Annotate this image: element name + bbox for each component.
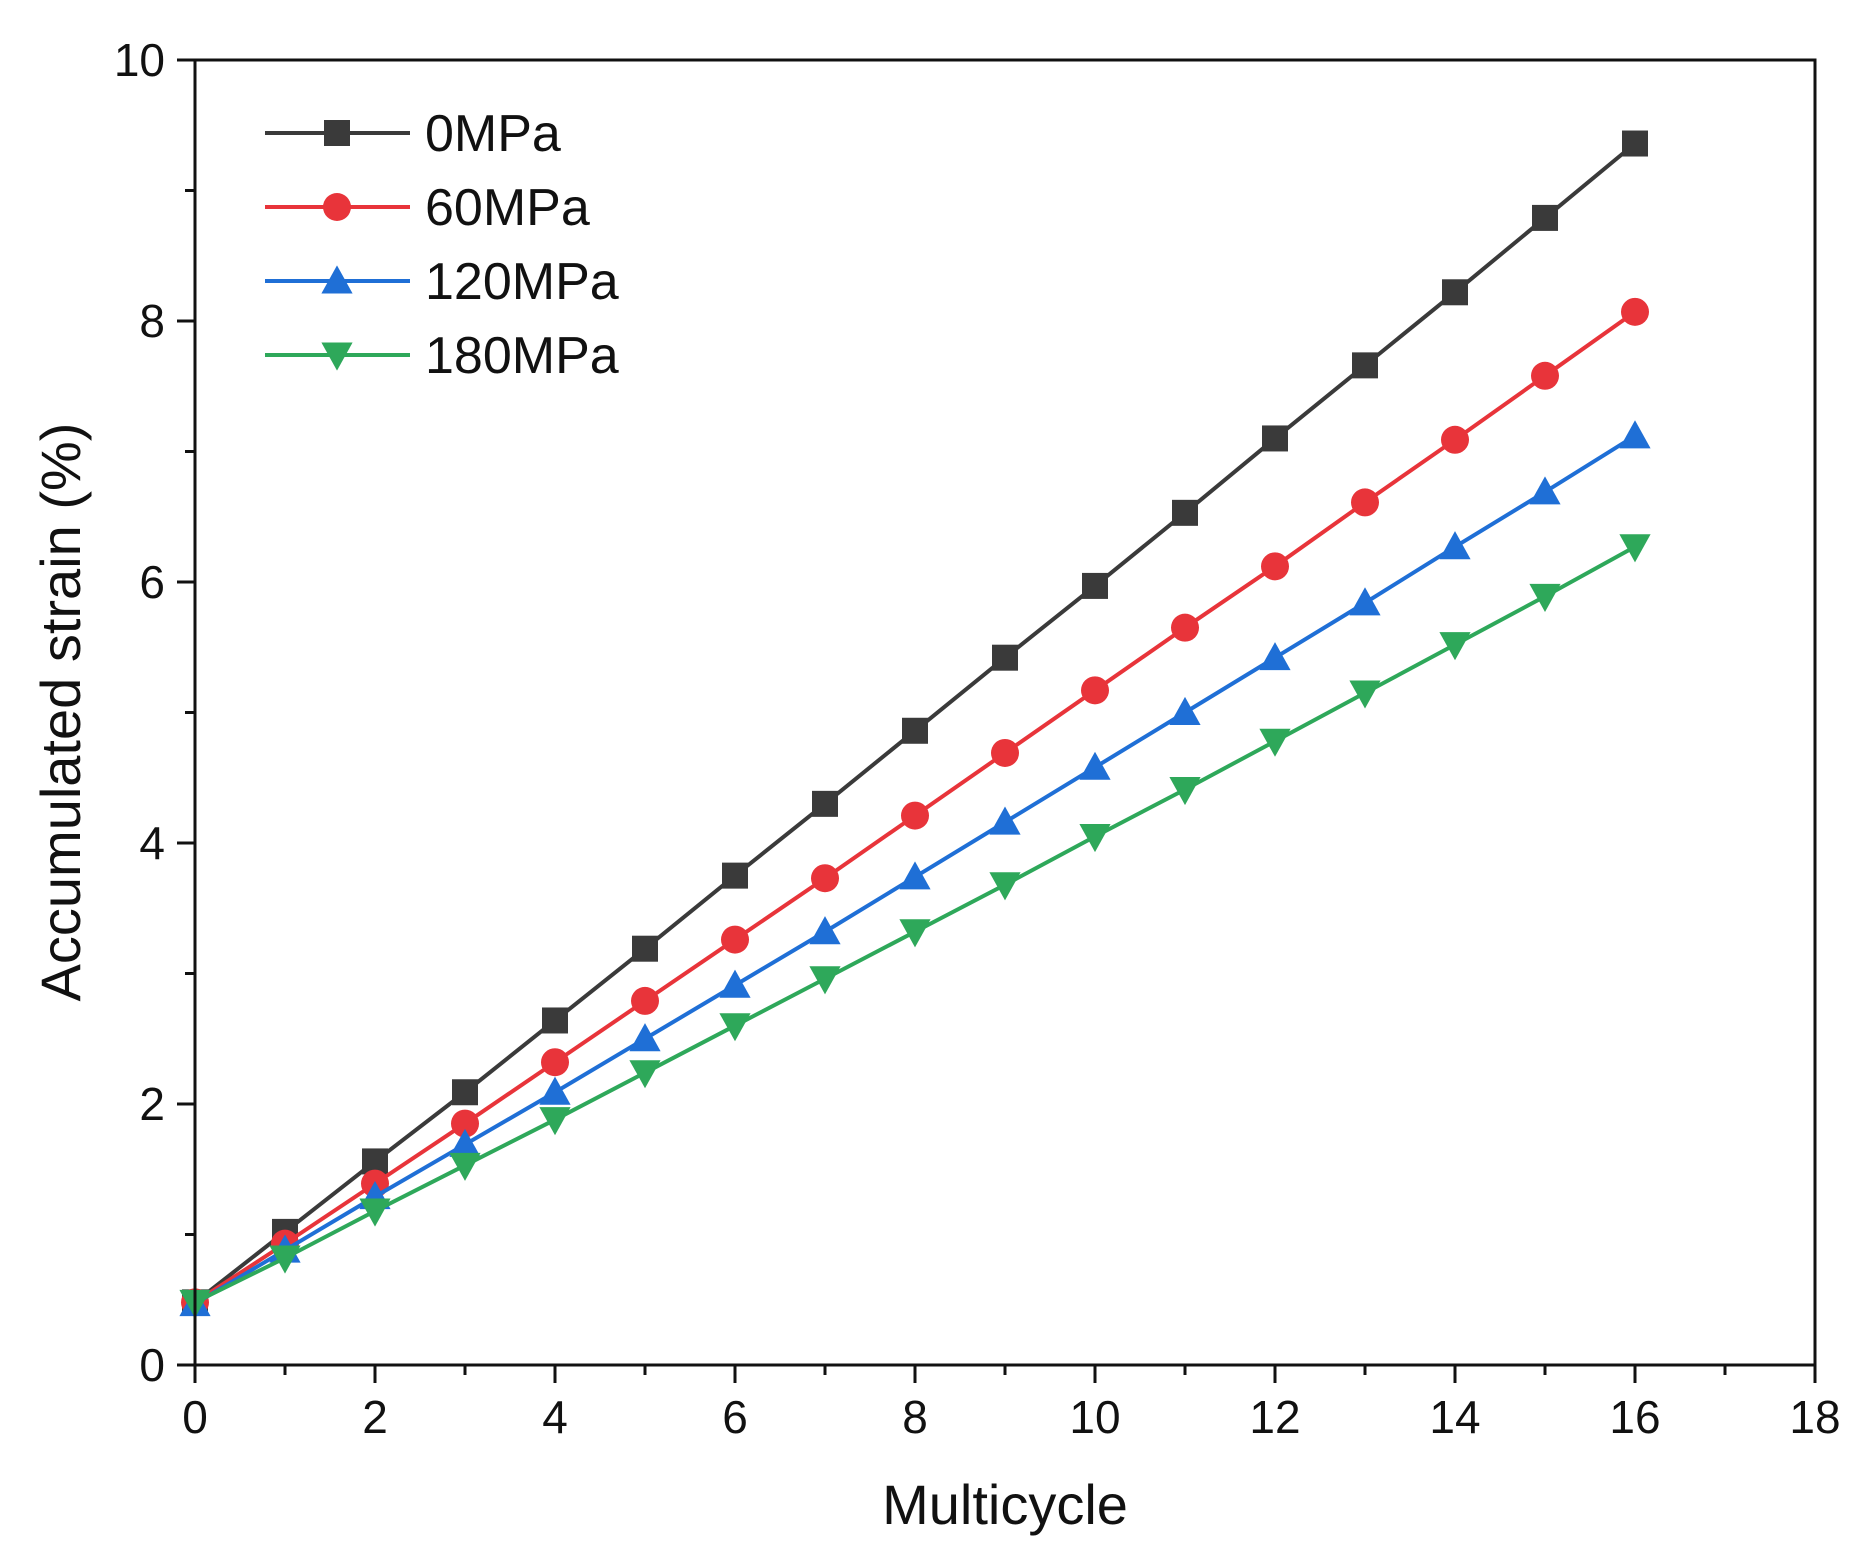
legend-label-60mpa: 60MPa bbox=[425, 179, 590, 237]
data-point-60mpa bbox=[631, 986, 659, 1015]
y-tick-label: 8 bbox=[139, 295, 165, 347]
data-point-180mpa bbox=[359, 1198, 391, 1227]
legend-item-120mpa: 120MPa bbox=[265, 253, 619, 311]
data-point-60mpa bbox=[1621, 297, 1649, 326]
x-tick-label: 6 bbox=[722, 1391, 748, 1443]
data-point-60mpa bbox=[1171, 613, 1199, 642]
legend-item-0mpa: 0MPa bbox=[265, 105, 561, 163]
data-point-60mpa bbox=[451, 1109, 479, 1138]
data-point-0mpa bbox=[1352, 352, 1378, 379]
x-tick-label: 14 bbox=[1429, 1391, 1480, 1443]
x-tick-label: 2 bbox=[362, 1391, 388, 1443]
y-tick-label: 0 bbox=[139, 1339, 165, 1391]
data-point-0mpa bbox=[1442, 279, 1468, 306]
data-point-60mpa bbox=[1351, 488, 1379, 517]
data-point-120mpa bbox=[989, 806, 1021, 835]
y-tick-label: 2 bbox=[139, 1078, 165, 1130]
data-point-180mpa bbox=[629, 1060, 661, 1089]
data-point-180mpa bbox=[1259, 728, 1291, 757]
data-point-0mpa bbox=[632, 935, 658, 962]
x-tick-label: 8 bbox=[902, 1391, 928, 1443]
data-point-0mpa bbox=[1172, 499, 1198, 526]
y-axis-title: Accumulated strain (%) bbox=[29, 423, 92, 1002]
data-point-120mpa bbox=[449, 1128, 481, 1157]
legend-label-0mpa: 0MPa bbox=[425, 105, 561, 163]
data-point-120mpa bbox=[1169, 696, 1201, 725]
data-point-180mpa bbox=[1619, 534, 1651, 563]
legend-marker-180mpa bbox=[321, 342, 353, 371]
data-point-60mpa bbox=[991, 738, 1019, 767]
data-point-180mpa bbox=[719, 1013, 751, 1042]
data-point-180mpa bbox=[989, 872, 1021, 901]
data-point-180mpa bbox=[449, 1152, 481, 1181]
data-point-60mpa bbox=[1531, 361, 1559, 390]
legend-item-60mpa: 60MPa bbox=[265, 179, 590, 237]
data-point-180mpa bbox=[1529, 583, 1561, 612]
data-point-180mpa bbox=[1349, 680, 1381, 709]
data-point-120mpa bbox=[1439, 531, 1471, 560]
legend-label-180mpa: 180MPa bbox=[425, 327, 619, 385]
series-120mpa bbox=[179, 420, 1651, 1317]
legend-marker-0mpa bbox=[324, 120, 350, 146]
data-point-120mpa bbox=[809, 916, 841, 945]
legend: 0MPa 60MPa 120MPa 180MPa bbox=[265, 105, 619, 385]
data-point-60mpa bbox=[1081, 676, 1109, 705]
data-point-180mpa bbox=[899, 919, 931, 948]
x-tick-label: 4 bbox=[542, 1391, 568, 1443]
data-point-180mpa bbox=[809, 966, 841, 995]
x-tick-label: 12 bbox=[1249, 1391, 1300, 1443]
data-point-180mpa bbox=[539, 1107, 571, 1136]
data-point-180mpa bbox=[1079, 823, 1111, 853]
data-point-60mpa bbox=[1441, 425, 1469, 454]
data-point-180mpa bbox=[1169, 777, 1201, 806]
data-point-0mpa bbox=[542, 1007, 568, 1034]
ticks-layer: 0 2 4 6 8 10 12 14 16 18 0 2 4 6 8 10 bbox=[114, 34, 1841, 1443]
x-tick-label: 18 bbox=[1789, 1391, 1840, 1443]
x-tick-label: 16 bbox=[1609, 1391, 1660, 1443]
y-tick-label: 10 bbox=[114, 34, 165, 86]
data-point-120mpa bbox=[629, 1023, 661, 1052]
data-point-0mpa bbox=[992, 644, 1018, 671]
legend-item-180mpa: 180MPa bbox=[265, 327, 619, 385]
legend-marker-60mpa bbox=[323, 193, 351, 221]
data-point-0mpa bbox=[1262, 425, 1288, 452]
data-point-120mpa bbox=[719, 969, 751, 998]
data-point-60mpa bbox=[541, 1048, 569, 1077]
y-tick-label: 6 bbox=[139, 556, 165, 608]
data-point-120mpa bbox=[899, 861, 931, 890]
data-point-0mpa bbox=[722, 862, 748, 889]
data-point-0mpa bbox=[1622, 130, 1648, 157]
data-point-0mpa bbox=[1532, 204, 1558, 231]
data-point-0mpa bbox=[1082, 572, 1108, 599]
data-point-0mpa bbox=[902, 717, 928, 744]
data-point-120mpa bbox=[1529, 476, 1561, 505]
data-point-120mpa bbox=[1619, 420, 1651, 449]
legend-marker-120mpa bbox=[321, 265, 353, 294]
data-point-0mpa bbox=[812, 790, 838, 817]
data-point-120mpa bbox=[539, 1076, 571, 1105]
data-point-120mpa bbox=[1259, 642, 1291, 671]
series-60mpa bbox=[181, 297, 1649, 1317]
x-tick-label: 10 bbox=[1069, 1391, 1120, 1443]
data-point-60mpa bbox=[1261, 552, 1289, 581]
data-point-60mpa bbox=[901, 801, 929, 830]
data-point-120mpa bbox=[1079, 751, 1111, 780]
x-axis-title: Multicycle bbox=[882, 1473, 1128, 1536]
data-point-180mpa bbox=[269, 1245, 301, 1274]
legend-label-120mpa: 120MPa bbox=[425, 253, 619, 311]
data-point-180mpa bbox=[1439, 632, 1471, 661]
series-180mpa bbox=[179, 534, 1651, 1318]
data-point-120mpa bbox=[1349, 587, 1381, 616]
data-point-60mpa bbox=[721, 925, 749, 954]
series-layer bbox=[179, 130, 1651, 1318]
data-point-60mpa bbox=[811, 864, 839, 893]
y-tick-label: 4 bbox=[139, 817, 165, 869]
x-tick-label: 0 bbox=[182, 1391, 208, 1443]
data-point-0mpa bbox=[452, 1079, 478, 1106]
